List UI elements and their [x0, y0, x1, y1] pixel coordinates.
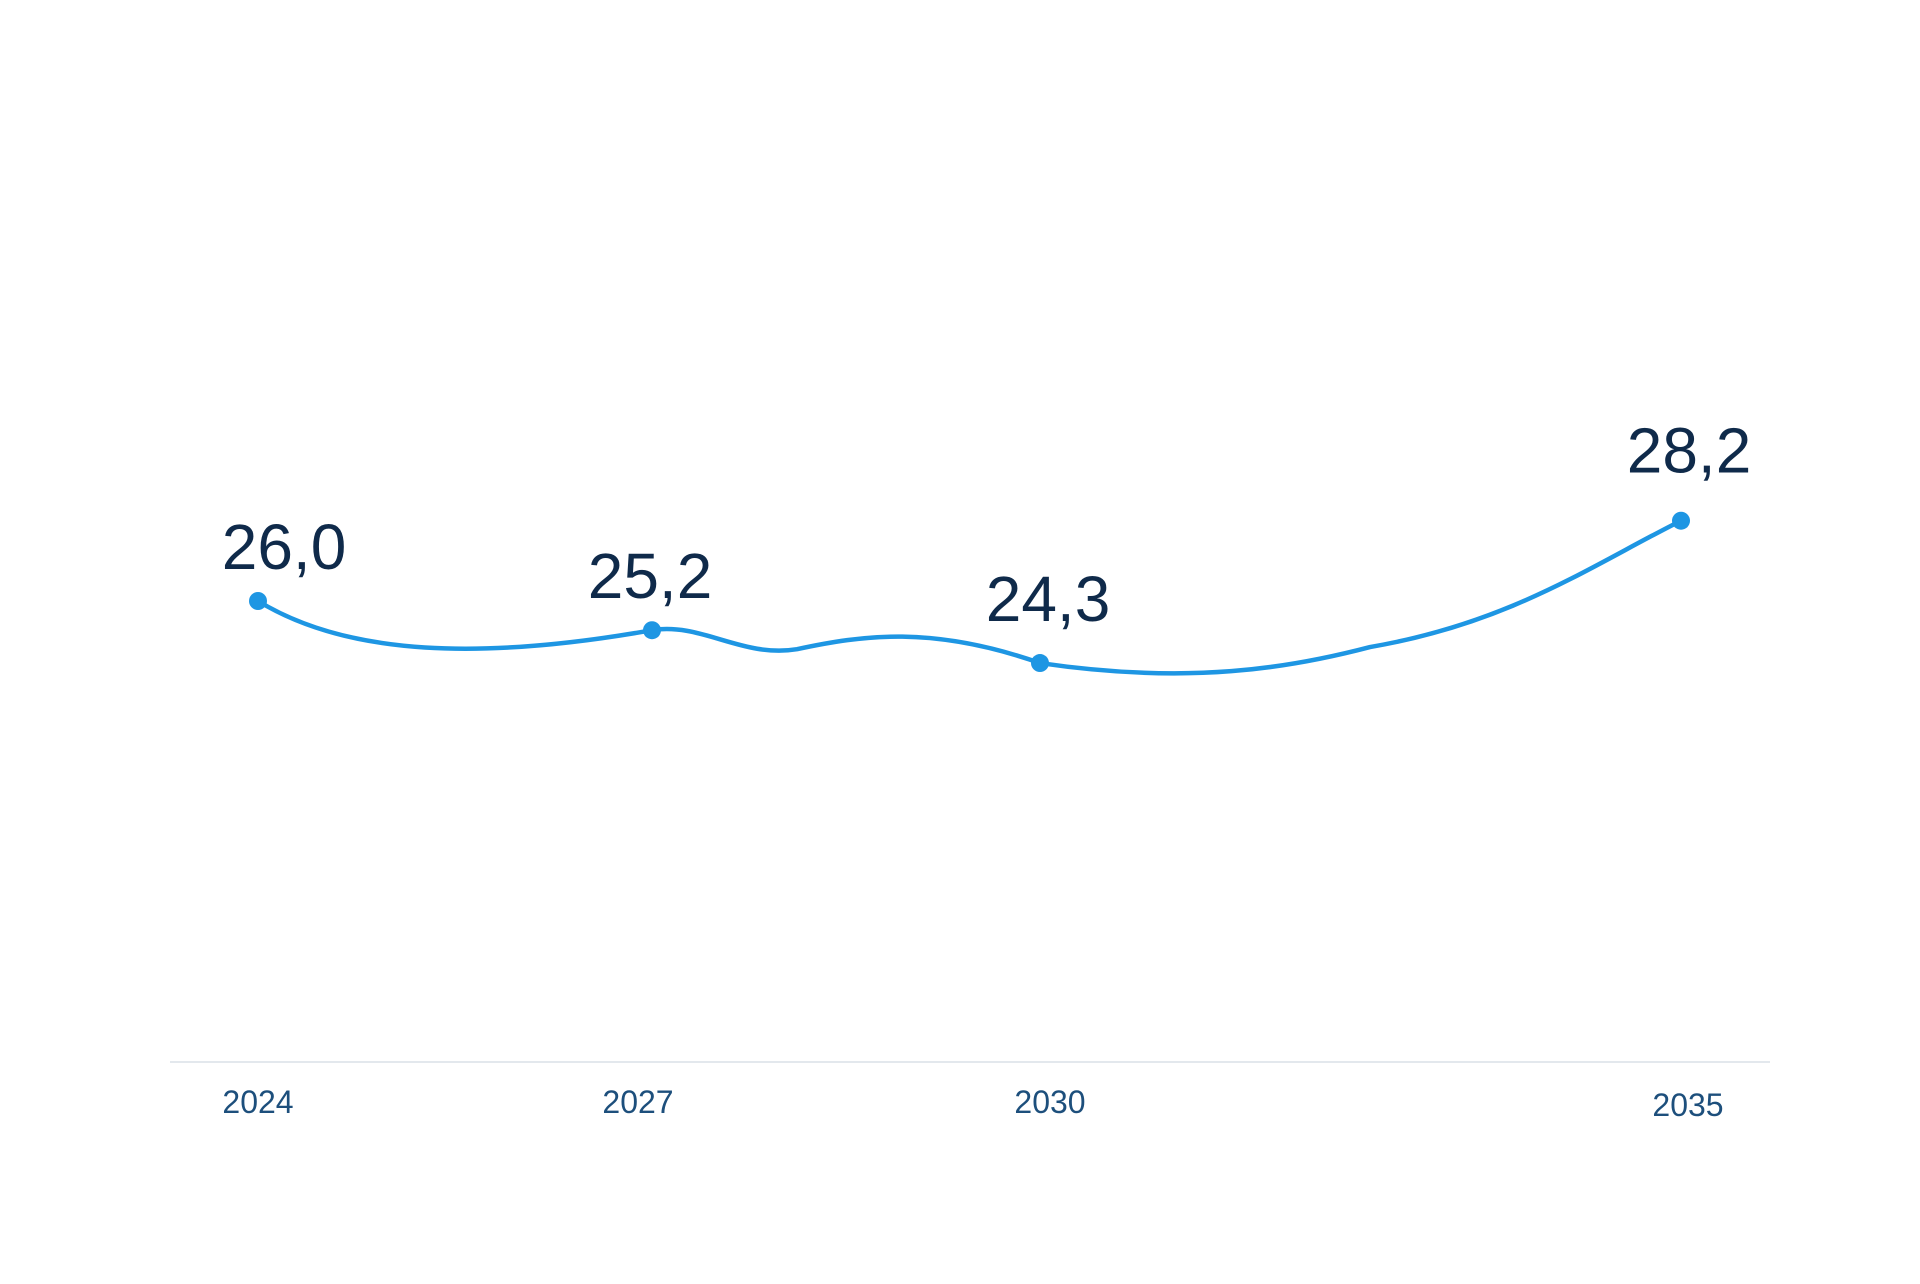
data-point-2030: [1031, 654, 1049, 673]
series-line: [255, 518, 1684, 676]
x-tick-label-2035: 2035: [1652, 1087, 1723, 1123]
data-point-2035: [1672, 511, 1690, 530]
x-tick-labels: 2024 2027 2030 2035: [222, 1084, 1723, 1123]
value-labels: 26,0 25,2 24,3 28,2: [222, 415, 1752, 635]
data-point-2024: [249, 592, 267, 610]
x-tick-label-2024: 2024: [222, 1084, 293, 1120]
x-tick-label-2027: 2027: [602, 1084, 673, 1120]
value-label-2024: 26,0: [222, 511, 347, 583]
value-label-2030: 24,3: [986, 563, 1111, 635]
value-label-2027: 25,2: [588, 540, 713, 612]
data-points: [249, 511, 1690, 673]
data-point-2027: [643, 621, 661, 640]
value-label-2035: 28,2: [1627, 415, 1752, 487]
x-tick-label-2030: 2030: [1014, 1084, 1085, 1120]
